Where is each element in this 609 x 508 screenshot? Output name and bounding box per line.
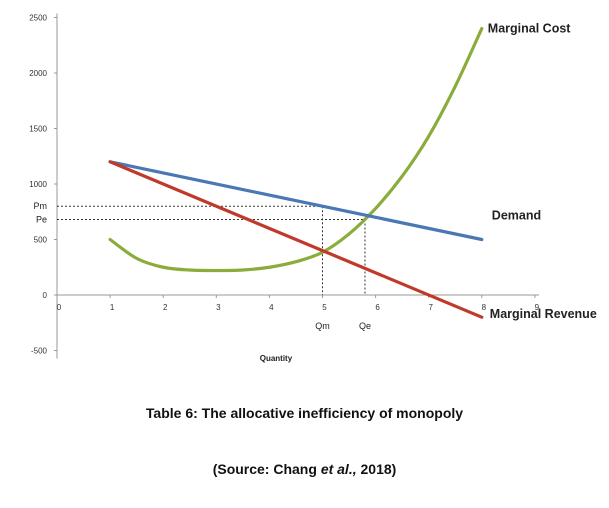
x-tick-label: 6	[375, 303, 380, 312]
marginal-cost-line	[108, 27, 484, 273]
pe-label: Pe	[36, 215, 47, 225]
series-lines	[108, 27, 484, 319]
y-tick-label: 0	[43, 291, 48, 300]
x-tick-label: 9	[535, 303, 540, 312]
pm-label: Pm	[34, 201, 48, 211]
chart: -500 0 500 1000 1500 2000 2500 0 1 2 3 4 5 6 7 8 9 Quant…	[29, 13, 597, 363]
x-tick-label: 1	[110, 303, 115, 312]
caption-source-suffix: 2018)	[356, 461, 397, 477]
labels: Quantity Pm Pe Qm Qe Marginal Cost Demand Margi…	[34, 22, 597, 363]
demand-line	[108, 160, 484, 242]
axes: -500 0 500 1000 1500 2000 2500 0 1 2 3 4 5 6 7 8 9	[29, 13, 540, 359]
x-tick-label: 2	[163, 303, 168, 312]
x-tick-label: 4	[269, 303, 274, 312]
y-tick-label: 500	[34, 236, 48, 245]
demand-label: Demand	[492, 209, 541, 223]
y-tick-label: 1500	[29, 125, 47, 134]
x-tick-label: 3	[216, 303, 221, 312]
y-tick-label: 2500	[29, 14, 47, 23]
qm-label: Qm	[315, 321, 330, 331]
marginal-cost-label: Marginal Cost	[488, 22, 571, 36]
y-tick-label: 2000	[29, 69, 47, 78]
x-tick-label: 0	[57, 303, 62, 312]
x-tick-label: 5	[322, 303, 327, 312]
caption-source-italic: et al.,	[320, 461, 357, 477]
marginal-revenue-label: Marginal Revenue	[490, 307, 597, 321]
qe-label: Qe	[359, 321, 371, 331]
y-tick-label: 1000	[29, 180, 47, 189]
x-axis-title: Quantity	[260, 354, 293, 363]
x-tick-label: 7	[428, 303, 433, 312]
marginal-revenue-line	[108, 160, 484, 319]
caption-source-prefix: (Source: Chang	[212, 461, 321, 477]
y-tick-label: -500	[31, 347, 48, 356]
x-tick-label: 8	[482, 303, 487, 312]
caption-source: (Source: Chang et al., 2018)	[0, 461, 609, 477]
caption-title: Table 6: The allocative inefficiency of …	[145, 405, 464, 421]
